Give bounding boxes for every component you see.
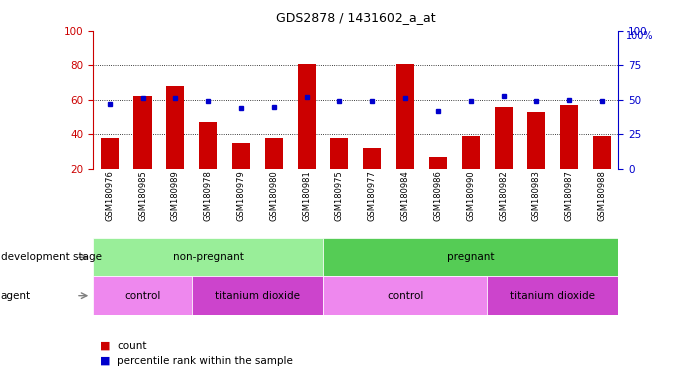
Text: 100%: 100% [626,31,654,41]
Text: titanium dioxide: titanium dioxide [510,291,596,301]
Bar [93,276,192,315]
Text: GDS2878 / 1431602_a_at: GDS2878 / 1431602_a_at [276,12,436,25]
Text: non-pregnant: non-pregnant [173,252,244,262]
Bar [101,138,119,169]
Bar [199,122,217,169]
Bar [133,96,151,169]
Bar [527,112,545,169]
Bar [323,238,618,276]
Bar [429,157,447,169]
Bar [192,276,323,315]
Text: control: control [124,291,161,301]
Bar [330,138,348,169]
Bar [323,276,487,315]
Bar [560,105,578,169]
Bar [363,148,381,169]
Text: count: count [117,341,147,351]
Bar [93,238,323,276]
Bar [593,136,611,169]
Bar [396,63,414,169]
Bar [495,107,513,169]
Bar [462,136,480,169]
Text: agent: agent [1,291,31,301]
Text: ■: ■ [100,356,111,366]
Text: titanium dioxide: titanium dioxide [215,291,300,301]
Bar [298,63,316,169]
Text: development stage: development stage [1,252,102,262]
Bar [265,138,283,169]
Bar [232,143,250,169]
Text: pregnant: pregnant [447,252,495,262]
Text: percentile rank within the sample: percentile rank within the sample [117,356,294,366]
Text: ■: ■ [100,341,111,351]
Bar [167,86,184,169]
Bar [487,276,618,315]
Text: control: control [387,291,424,301]
